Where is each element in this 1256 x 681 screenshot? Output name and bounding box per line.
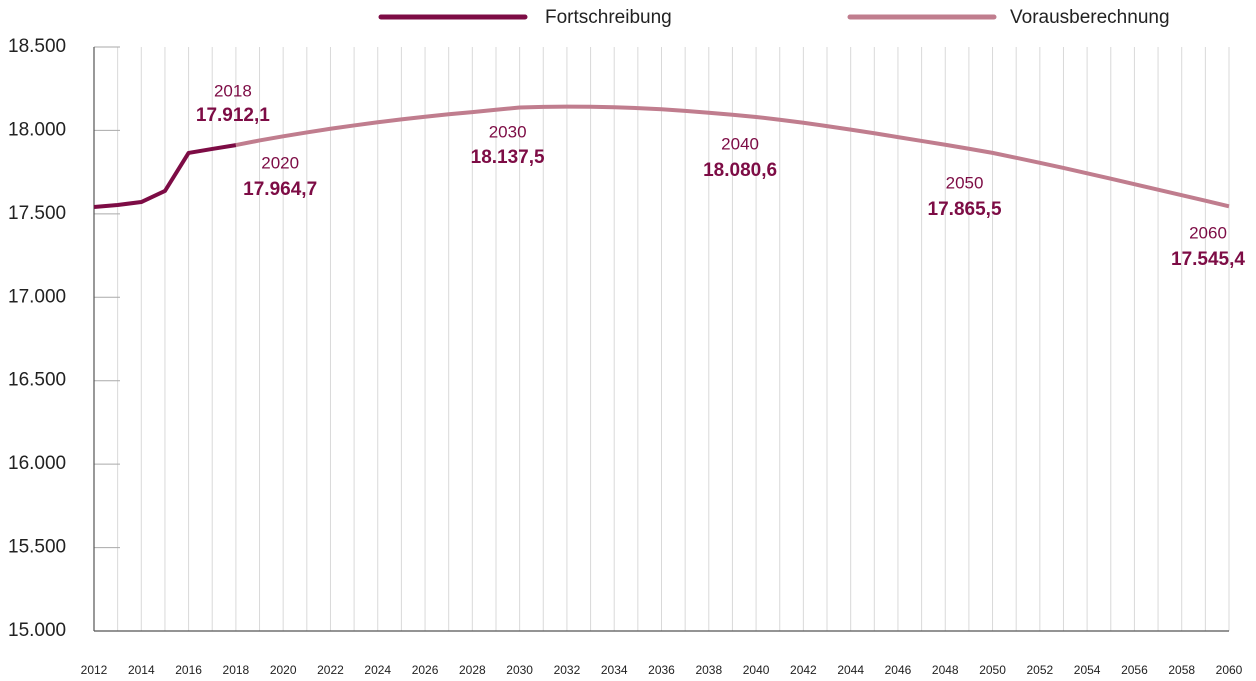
x-tick-label: 2028 xyxy=(459,663,486,677)
x-tick-label: 2020 xyxy=(270,663,297,677)
y-tick-label: 15.000 xyxy=(8,620,66,641)
annotation-value: 18.137,5 xyxy=(471,147,545,168)
annotation-year: 2040 xyxy=(721,134,759,153)
annotation-year: 2050 xyxy=(946,173,984,192)
annotation-year: 2020 xyxy=(261,153,299,172)
annotation-value: 18.080,6 xyxy=(703,160,777,181)
series-line xyxy=(235,104,1230,209)
y-tick-label: 16.500 xyxy=(8,370,66,391)
x-tick-label: 2018 xyxy=(223,663,250,677)
x-tick-label: 2022 xyxy=(317,663,344,677)
annotation-year: 2018 xyxy=(214,81,252,100)
y-tick-label: 17.000 xyxy=(8,286,66,307)
x-tick-label: 2058 xyxy=(1168,663,1195,677)
x-tick-label: 2034 xyxy=(601,663,628,677)
y-tick-label: 16.000 xyxy=(8,453,66,474)
y-tick-label: 18.500 xyxy=(8,36,66,57)
series-line xyxy=(93,143,237,210)
x-tick-label: 2032 xyxy=(554,663,581,677)
x-tick-label: 2050 xyxy=(979,663,1006,677)
x-tick-label: 2048 xyxy=(932,663,959,677)
x-tick-label: 2040 xyxy=(743,663,770,677)
x-tick-label: 2054 xyxy=(1074,663,1101,677)
x-tick-label: 2036 xyxy=(648,663,675,677)
x-tick-label: 2038 xyxy=(695,663,722,677)
x-tick-label: 2044 xyxy=(837,663,864,677)
y-tick-label: 18.000 xyxy=(8,119,66,140)
x-tick-label: 2014 xyxy=(128,663,155,677)
x-tick-label: 2012 xyxy=(81,663,108,677)
annotation-value: 17.964,7 xyxy=(243,179,317,200)
x-tick-label: 2026 xyxy=(412,663,439,677)
x-tick-label: 2024 xyxy=(364,663,391,677)
x-tick-label: 2016 xyxy=(175,663,202,677)
legend-label: Vorausberechnung xyxy=(1010,7,1170,28)
x-tick-label: 2046 xyxy=(885,663,912,677)
y-tick-label: 17.500 xyxy=(8,203,66,224)
y-tick-label: 15.500 xyxy=(8,537,66,558)
legend-label: Fortschreibung xyxy=(545,7,672,28)
annotation-year: 2030 xyxy=(489,122,527,141)
annotation-value: 17.545,4 xyxy=(1171,249,1245,270)
x-tick-label: 2056 xyxy=(1121,663,1148,677)
x-tick-label: 2052 xyxy=(1026,663,1053,677)
annotation-value: 17.912,1 xyxy=(196,105,270,126)
x-tick-label: 2060 xyxy=(1216,663,1243,677)
annotation-value: 17.865,5 xyxy=(928,199,1002,220)
x-tick-label: 2030 xyxy=(506,663,533,677)
annotation-year: 2060 xyxy=(1189,223,1227,242)
x-tick-label: 2042 xyxy=(790,663,817,677)
